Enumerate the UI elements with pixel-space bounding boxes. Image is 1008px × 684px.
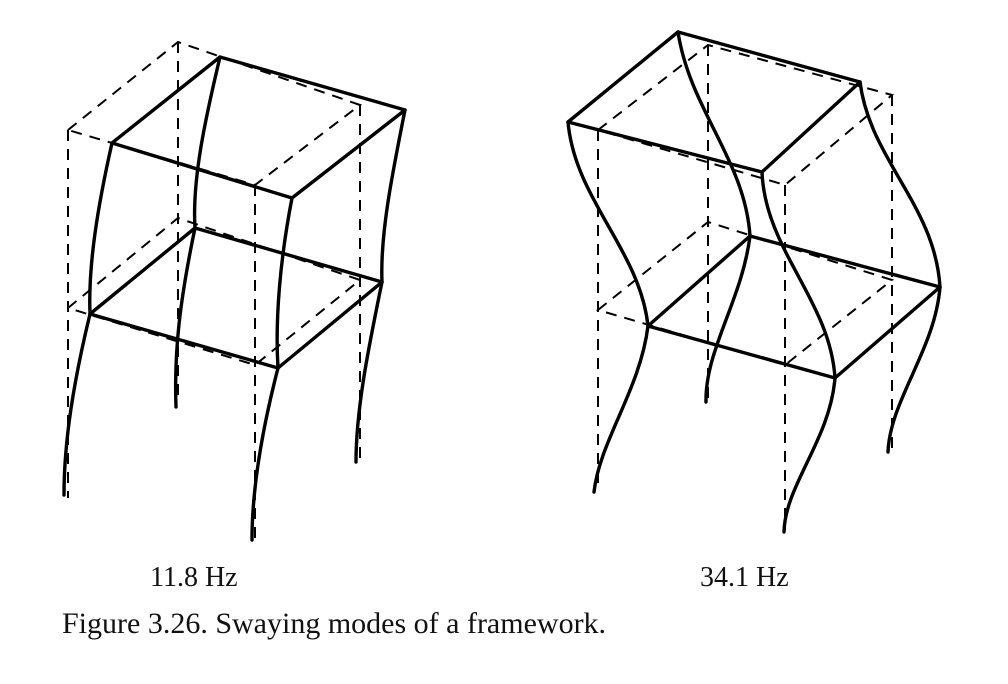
deformed-frame-2	[566, 30, 942, 534]
mode-1-frequency-label: 11.8 Hz	[150, 562, 238, 593]
mode-2-frequency-label: 34.1 Hz	[700, 562, 789, 593]
deformed-frame-1	[62, 55, 407, 542]
mode-2-drawing	[566, 30, 942, 534]
undeformed-frame-2	[595, 43, 895, 530]
mode-1-drawing	[62, 40, 407, 542]
undeformed-frame-1	[65, 40, 363, 540]
figure-caption: Figure 3.26. Swaying modes of a framewor…	[62, 607, 607, 640]
